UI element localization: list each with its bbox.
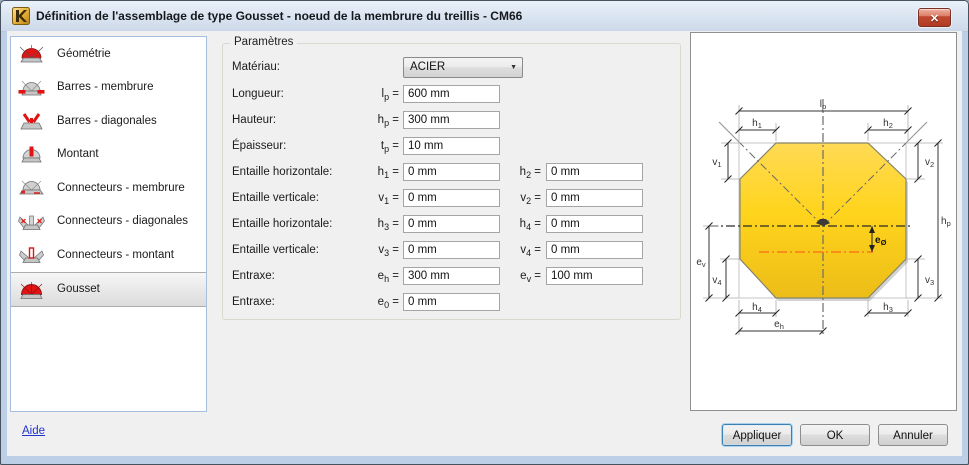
sidebar-item-connecteurs-montant[interactable]: Connecteurs - montant <box>11 238 206 272</box>
montant-icon <box>21 146 42 163</box>
row-label: Entaille verticale: <box>232 244 319 256</box>
gusset-diagram: lp h1 h2 v1 v2 hp eØ ev v4 v3 h4 h3 eh <box>696 99 951 335</box>
v2-input[interactable] <box>546 189 643 207</box>
dim-label-lp: lp <box>820 99 826 111</box>
tp-input[interactable] <box>403 137 500 155</box>
dim-label-hp: hp <box>941 216 951 228</box>
hp-input[interactable] <box>403 111 500 129</box>
dialog-title: Définition de l'assemblage de type Gouss… <box>36 9 523 23</box>
row-symbol: e0 = <box>377 296 399 310</box>
sidebar: Géométrie Barres - membrure Barres - dia… <box>10 36 207 412</box>
dim-label-h3: h3 <box>883 302 893 314</box>
cancel-button[interactable]: Annuler <box>878 424 948 446</box>
row-symbol: v2 = <box>520 192 541 206</box>
sidebar-item-gousset[interactable]: Gousset <box>11 271 206 307</box>
parametres-group: Paramètres Matériau: ACIER ▼ Longueur: l… <box>222 36 681 320</box>
help-link[interactable]: Aide <box>22 425 46 437</box>
dim-label-e0: eØ <box>875 235 887 247</box>
row-symbol: v3 = <box>378 244 399 258</box>
row-symbol: h4 = <box>519 218 541 232</box>
close-button[interactable]: ✕ <box>918 8 951 27</box>
e0-input[interactable] <box>403 293 500 311</box>
row-symbol: h3 = <box>377 218 399 232</box>
app-icon <box>12 7 30 25</box>
connecteurs-montant-icon <box>19 247 44 264</box>
materiau-value: ACIER <box>410 61 446 73</box>
row-symbol: ev = <box>520 270 541 284</box>
sidebar-item-label: Barres - membrure <box>57 81 154 94</box>
dim-label-h1: h1 <box>752 118 762 130</box>
dialog-content: Géométrie Barres - membrure Barres - dia… <box>7 31 962 456</box>
row-symbol: h1 = <box>377 166 399 180</box>
row-label: Épaisseur: <box>232 140 287 152</box>
sidebar-item-connecteurs-diagonales[interactable]: Connecteurs - diagonales <box>11 205 206 239</box>
materiau-label: Matériau: <box>232 61 280 73</box>
dim-label-h4: h4 <box>752 302 762 314</box>
dim-label-ev: ev <box>696 257 706 269</box>
sidebar-item-label: Barres - diagonales <box>57 114 157 127</box>
sidebar-item-label: Connecteurs - diagonales <box>57 215 189 228</box>
row-symbol: v4 = <box>520 244 541 258</box>
row-symbol: h2 = <box>519 166 541 180</box>
gousset-icon <box>20 281 43 299</box>
sidebar-item-barres-diagonales[interactable]: Barres - diagonales <box>11 104 206 138</box>
close-icon: ✕ <box>929 13 940 25</box>
row-label: Hauteur: <box>232 114 277 126</box>
sidebar-item-barres-membrure[interactable]: Barres - membrure <box>11 71 206 105</box>
sidebar-item-label: Connecteurs - montant <box>57 248 174 261</box>
dim-label-v2: v2 <box>925 157 934 169</box>
v3-input[interactable] <box>403 241 500 259</box>
h2-input[interactable] <box>546 163 643 181</box>
row-label: Entraxe: <box>232 270 275 282</box>
sidebar-item-label: Géométrie <box>57 47 111 60</box>
lp-input[interactable] <box>403 85 500 103</box>
row-symbol: tp = <box>380 140 399 154</box>
eh-input[interactable] <box>403 267 500 285</box>
ok-button[interactable]: OK <box>800 424 870 446</box>
row-label: Entaille horizontale: <box>232 166 333 178</box>
h3-input[interactable] <box>403 215 500 233</box>
row-label: Entaille verticale: <box>232 192 319 204</box>
ev-input[interactable] <box>546 267 643 285</box>
v4-input[interactable] <box>546 241 643 259</box>
diagram-panel: lp h1 h2 v1 v2 hp eØ ev v4 v3 h4 h3 eh <box>690 32 957 411</box>
sidebar-item-geometrie[interactable]: Géométrie <box>11 37 206 71</box>
sidebar-item-montant[interactable]: Montant <box>11 138 206 172</box>
dim-label-v4: v4 <box>712 275 721 287</box>
group-title: Paramètres <box>230 36 298 48</box>
dim-label-v1: v1 <box>712 157 721 169</box>
row-label: Longueur: <box>232 88 284 100</box>
connecteurs-membrure-icon <box>19 181 44 195</box>
apply-button[interactable]: Appliquer <box>722 424 792 446</box>
geometrie-icon <box>19 45 44 63</box>
row-symbol: lp = <box>381 88 400 102</box>
sidebar-item-label: Connecteurs - membrure <box>57 181 185 194</box>
sidebar-item-label: Gousset <box>57 283 100 296</box>
titlebar: Définition de l'assemblage de type Gouss… <box>1 1 968 32</box>
materiau-dropdown[interactable]: ACIER ▼ <box>403 57 523 78</box>
chevron-down-icon: ▼ <box>510 64 517 71</box>
row-symbol: eh = <box>377 270 399 284</box>
connecteurs-diagonales-icon <box>18 215 45 230</box>
row-label: Entaille horizontale: <box>232 218 333 230</box>
v1-input[interactable] <box>403 189 500 207</box>
row-label: Entraxe: <box>232 296 275 308</box>
barres-diagonales-icon <box>20 113 43 130</box>
dim-label-h2: h2 <box>883 118 893 130</box>
row-symbol: hp = <box>377 114 399 128</box>
dim-label-v3: v3 <box>925 275 934 287</box>
h1-input[interactable] <box>403 163 500 181</box>
row-symbol: v1 = <box>378 192 399 206</box>
sidebar-item-label: Montant <box>57 148 99 161</box>
sidebar-item-connecteurs-membrure[interactable]: Connecteurs - membrure <box>11 171 206 205</box>
dim-label-eh: eh <box>774 319 784 331</box>
h4-input[interactable] <box>546 215 643 233</box>
barres-membrure-icon <box>18 80 45 96</box>
